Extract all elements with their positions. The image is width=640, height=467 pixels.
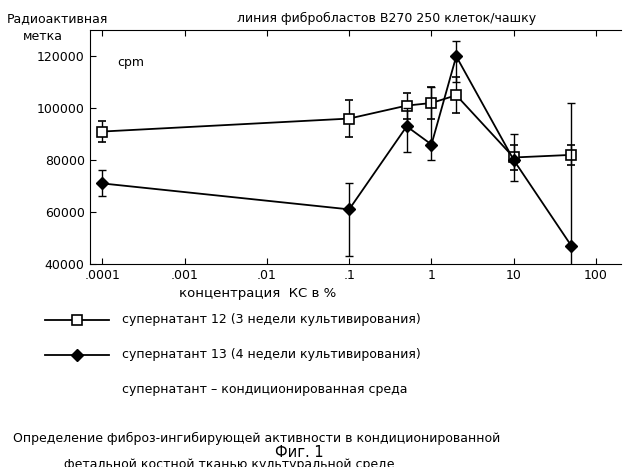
Text: Определение фиброз-ингибирующей активности в кондиционированной: Определение фиброз-ингибирующей активнос… (13, 432, 500, 445)
Text: концентрация  КС в %: концентрация КС в % (179, 287, 337, 300)
Text: супернатант 13 (4 недели культивирования): супернатант 13 (4 недели культивирования… (122, 348, 420, 361)
Text: метка: метка (22, 30, 63, 43)
Text: фетальной костной тканью культуральной среде.: фетальной костной тканью культуральной с… (64, 458, 399, 467)
Text: супернатант 12 (3 недели культивирования): супернатант 12 (3 недели культивирования… (122, 313, 420, 326)
Text: супернатант – кондиционированная среда: супернатант – кондиционированная среда (122, 383, 407, 396)
Text: линия фибробластов В270 250 клеток/чашку: линия фибробластов В270 250 клеток/чашку (237, 12, 536, 25)
Text: cpm: cpm (117, 57, 144, 69)
Text: Радиоактивная: Радиоактивная (6, 12, 108, 25)
Text: Фиг. 1: Фиг. 1 (275, 445, 324, 460)
